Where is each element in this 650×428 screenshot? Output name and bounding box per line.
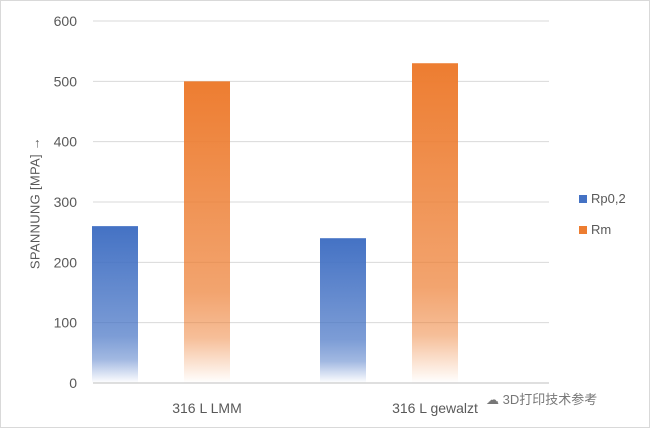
watermark-text: 3D打印技术参考	[502, 392, 598, 407]
x-tick-label: 316 L gewalzt	[392, 400, 478, 416]
y-tick-label: 0	[69, 375, 77, 391]
legend-swatch	[579, 225, 587, 234]
legend-label: Rp0,2	[591, 191, 626, 206]
bar-Rp0,2-316 L LMM	[92, 226, 138, 383]
watermark: ☁ 3D打印技术参考	[486, 389, 597, 408]
legend-label: Rm	[591, 222, 612, 237]
y-tick-label: 500	[54, 73, 78, 89]
legend-item-rm: Rm	[579, 222, 611, 237]
legend-swatch	[579, 194, 587, 203]
y-tick-label: 300	[54, 194, 78, 210]
bar-Rp0,2-316 L gewalzt	[320, 238, 366, 383]
x-tick-label: 316 L LMM	[172, 400, 242, 416]
wechat-icon: ☁	[486, 392, 503, 407]
bar-Rm-316 L LMM	[184, 81, 230, 383]
y-tick-label: 200	[54, 254, 78, 270]
legend-item-rp02: Rp0,2	[579, 191, 626, 206]
y-tick-label: 600	[54, 13, 78, 29]
y-tick-label: 100	[54, 315, 78, 331]
y-tick-label: 400	[54, 134, 78, 150]
bar-Rm-316 L gewalzt	[412, 63, 458, 383]
y-axis-label: SPANNUNG [MPA] →	[27, 136, 43, 270]
